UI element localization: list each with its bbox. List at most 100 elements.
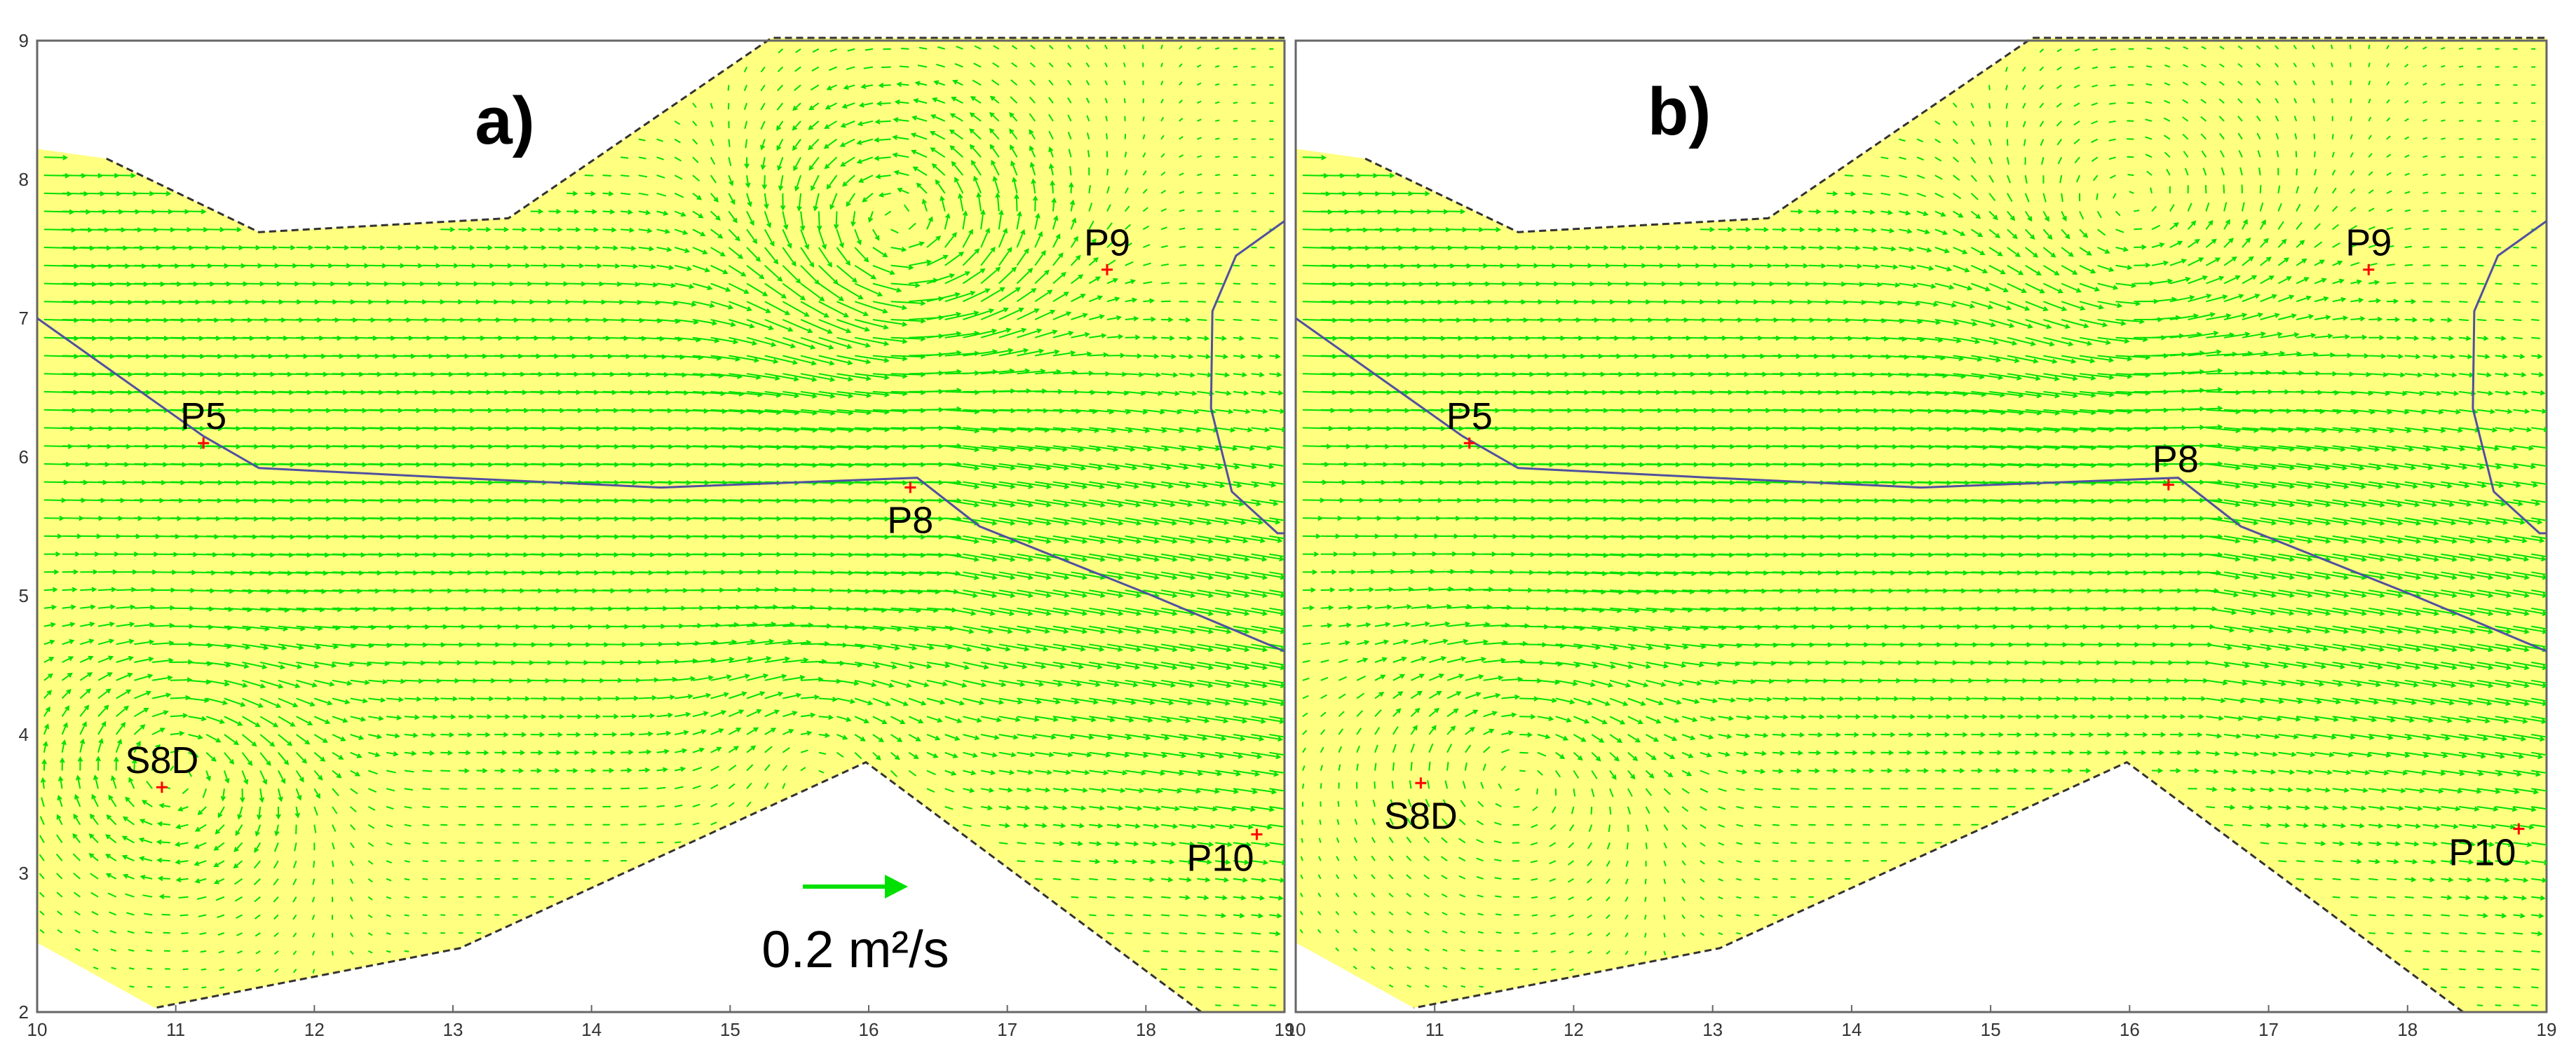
flow-arrow	[1032, 179, 1036, 193]
flow-arrow-head	[804, 244, 810, 250]
flow-arrow-head	[893, 117, 899, 123]
flow-arrow	[39, 873, 45, 880]
flow-arrow	[350, 770, 360, 777]
flow-arrow-head	[857, 121, 863, 127]
flow-arrow	[1016, 212, 1021, 230]
flow-arrow	[931, 114, 946, 122]
flow-arrow-head	[355, 771, 361, 777]
flow-arrow-head	[865, 342, 872, 348]
flow-arrow	[278, 716, 295, 727]
flow-arrow	[818, 463, 853, 467]
flow-arrow	[692, 264, 710, 272]
flow-arrow	[144, 913, 153, 916]
flow-arrow	[206, 643, 231, 648]
flow-arrow-head	[776, 145, 782, 151]
flow-arrow	[43, 623, 55, 627]
flow-arrow	[971, 160, 982, 176]
flow-arrow	[205, 716, 224, 723]
flow-arrow-head	[1153, 556, 1160, 562]
flow-arrow-head	[687, 694, 693, 699]
flow-arrow	[836, 643, 865, 648]
flow-arrow-head	[1031, 288, 1037, 294]
flow-arrow-head	[174, 841, 181, 847]
flow-arrow-head	[785, 310, 791, 315]
flow-arrow	[62, 517, 83, 519]
flow-arrow	[116, 673, 133, 681]
flow-arrow	[1142, 207, 1148, 212]
flow-arrow	[108, 795, 117, 807]
flow-arrow	[1067, 44, 1072, 50]
flow-arrow	[233, 878, 243, 885]
flow-arrow-head	[197, 734, 203, 740]
flow-arrow	[890, 228, 899, 234]
flow-arrow	[404, 751, 416, 755]
flow-arrow-head	[1027, 610, 1033, 616]
flow-arrow-head	[572, 191, 578, 196]
flow-arrow-head	[968, 228, 973, 235]
flow-arrow-head	[505, 713, 510, 720]
flow-arrow	[913, 166, 928, 176]
flow-arrow	[294, 842, 297, 852]
flow-arrow	[764, 623, 794, 627]
flow-arrow-head	[149, 622, 155, 628]
flow-arrow	[1048, 44, 1054, 50]
flow-arrow	[1160, 44, 1163, 50]
flow-arrow	[134, 192, 154, 195]
flow-arrow-head	[879, 737, 884, 742]
flow-arrow-head	[644, 767, 651, 773]
flow-arrow	[1071, 274, 1083, 285]
flow-arrow-head	[240, 797, 245, 803]
flow-arrow	[458, 282, 478, 285]
flow-arrow	[728, 228, 740, 241]
flow-arrow	[1017, 662, 1045, 668]
flow-arrow	[926, 662, 949, 667]
flow-arrow-head	[628, 209, 634, 215]
flow-arrow	[872, 716, 887, 724]
flow-arrow	[800, 355, 834, 365]
flow-arrow-head	[1152, 335, 1158, 341]
flow-arrow	[980, 734, 998, 739]
flow-arrow	[1052, 371, 1077, 375]
flow-arrow	[1160, 589, 1195, 597]
flow-arrow	[818, 409, 853, 414]
flow-arrow	[746, 355, 778, 363]
flow-arrow-head	[538, 750, 544, 756]
flow-arrow	[458, 301, 480, 303]
flow-arrow-head	[123, 705, 130, 711]
flow-arrow	[872, 445, 907, 448]
flow-arrow	[842, 175, 855, 186]
flow-arrow	[1160, 499, 1192, 506]
flow-arrow	[1197, 535, 1230, 542]
flow-arrow	[1179, 860, 1193, 863]
flow-arrow-head	[1145, 735, 1151, 741]
flow-arrow	[1035, 716, 1058, 721]
flow-arrow-head	[488, 696, 494, 702]
flow-arrow	[233, 860, 243, 868]
flow-arrow	[855, 589, 887, 593]
flow-arrow	[782, 301, 809, 317]
flow-arrow	[992, 62, 1000, 68]
flow-arrow	[1035, 734, 1055, 739]
flow-arrow	[218, 950, 225, 954]
flow-arrow-head	[77, 756, 83, 762]
flow-arrow	[836, 319, 869, 332]
flow-arrow-head	[800, 295, 806, 301]
flow-arrow	[638, 355, 666, 358]
flow-arrow	[656, 156, 665, 160]
flow-arrow	[258, 806, 262, 819]
flow-arrow-head	[593, 732, 599, 737]
flow-arrow	[674, 138, 681, 144]
flow-arrow	[1035, 788, 1050, 791]
flow-arrow	[295, 806, 299, 817]
flow-arrow	[422, 282, 442, 285]
flow-arrow	[1160, 171, 1166, 176]
flow-arrow	[1125, 355, 1141, 357]
flow-arrow-head	[60, 757, 65, 763]
flow-arrow-head	[703, 711, 710, 716]
flow-arrow	[944, 499, 979, 507]
flow-arrow-head	[966, 646, 972, 653]
flow-arrow	[854, 697, 872, 705]
flow-arrow-head	[1051, 197, 1057, 203]
flow-arrow-head	[449, 226, 456, 233]
flow-arrow	[710, 247, 725, 257]
